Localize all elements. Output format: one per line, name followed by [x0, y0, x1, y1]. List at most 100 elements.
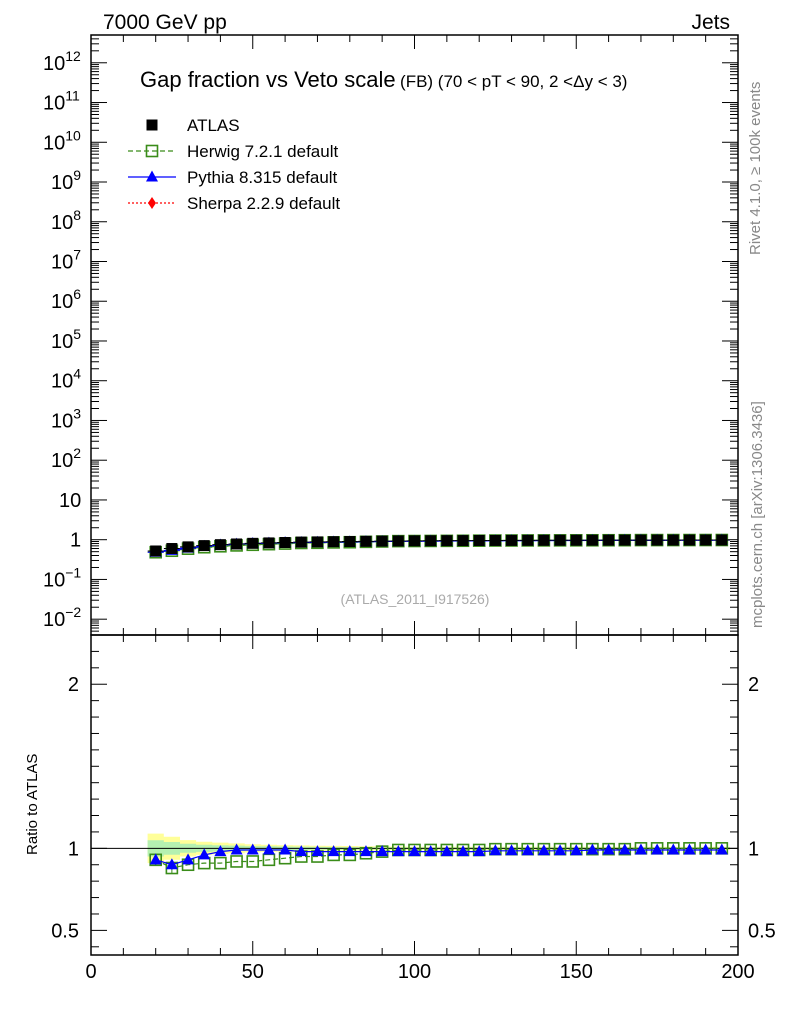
data-point-ratio	[408, 845, 421, 857]
legend-marker	[145, 144, 159, 158]
data-point-ratio	[473, 845, 486, 857]
data-point-top	[457, 535, 469, 547]
legend-entry: Pythia 8.315 default	[187, 168, 338, 187]
data-point-top	[328, 536, 340, 548]
data-point-ratio	[618, 843, 631, 855]
data-point-top	[311, 536, 323, 548]
chart-title: Gap fraction vs Veto scale (FB) (70 < pT…	[140, 67, 627, 92]
data-point-ratio	[602, 843, 615, 855]
data-point-ratio	[182, 853, 195, 865]
data-point-ratio	[246, 843, 259, 855]
data-point-top	[554, 534, 566, 546]
data-point-ratio	[230, 855, 243, 868]
data-point-top	[603, 534, 615, 546]
ratio-tick-label: 0.5	[51, 920, 79, 942]
rivet-label: Rivet 4.1.0, ≥ 100k events	[747, 82, 764, 255]
data-point-ratio	[554, 844, 567, 856]
data-point-ratio	[537, 844, 550, 856]
data-point-ratio	[715, 843, 728, 855]
data-point-ratio	[279, 843, 292, 855]
data-point-ratio	[586, 843, 599, 855]
data-point-ratio	[198, 848, 211, 860]
x-tick-label: 50	[242, 961, 264, 983]
data-point-top	[489, 534, 501, 546]
series-layer	[91, 533, 738, 875]
header-left: 7000 GeV pp	[103, 11, 227, 34]
legend-marker	[146, 119, 158, 131]
data-point-ratio	[457, 845, 470, 857]
data-point-ratio	[570, 844, 583, 856]
data-point-top	[473, 534, 485, 546]
y-tick-label: 103	[51, 405, 81, 432]
y-tick-label: 102	[51, 445, 81, 472]
data-point-top	[425, 535, 437, 547]
y-tick-label: 1011	[43, 88, 80, 115]
data-point-ratio	[424, 845, 437, 857]
data-point-top	[247, 537, 259, 549]
data-point-top	[214, 539, 226, 551]
y-tick-label: 10	[59, 490, 81, 512]
data-point-ratio	[262, 843, 275, 855]
data-point-ratio	[149, 853, 162, 865]
data-point-top	[522, 534, 534, 546]
data-point-ratio	[343, 845, 356, 857]
ratio-tick-label-right: 0.5	[748, 920, 776, 942]
data-point-top	[667, 534, 679, 546]
data-point-top	[231, 538, 243, 550]
data-point-top	[344, 536, 356, 548]
data-point-ratio	[505, 844, 518, 856]
data-point-top	[586, 534, 598, 546]
legend-marker	[148, 197, 156, 209]
y-tick-label: 105	[51, 326, 81, 353]
data-point-top	[651, 534, 663, 546]
data-point-ratio	[683, 843, 696, 855]
data-point-top	[150, 545, 162, 557]
y-tick-label: 10−2	[43, 604, 81, 631]
ratio-ylabel: Ratio to ATLAS	[24, 754, 41, 855]
data-point-top	[538, 534, 550, 546]
header-right: Jets	[691, 11, 730, 34]
data-point-top	[570, 534, 582, 546]
data-point-ratio	[440, 845, 453, 857]
data-point-ratio	[651, 843, 664, 855]
y-tick-label: 1012	[43, 48, 81, 75]
data-point-top	[506, 534, 518, 546]
y-tick-label: 1	[70, 530, 81, 552]
y-tick-label: 10−1	[43, 564, 81, 591]
data-point-ratio	[311, 845, 324, 857]
data-point-top	[392, 535, 404, 547]
data-point-top	[263, 537, 275, 549]
y-tick-label: 1010	[43, 127, 81, 154]
y-tick-label: 107	[51, 246, 81, 273]
y-tick-label: 108	[51, 207, 81, 234]
data-point-top	[716, 534, 728, 546]
data-point-ratio	[246, 855, 260, 868]
data-point-ratio	[165, 858, 178, 870]
data-point-ratio	[214, 856, 227, 870]
y-tick-label: 106	[51, 286, 81, 313]
mcplots-label: mcplots.cern.ch [arXiv:1306.3436]	[749, 401, 766, 628]
data-point-top	[279, 537, 291, 549]
legend: ATLAS Herwig 7.2.1 default Pythia 8.315 de…	[128, 116, 340, 213]
data-point-ratio	[295, 845, 308, 857]
data-point-top	[182, 541, 194, 553]
data-point-top	[295, 536, 307, 548]
legend-entry: ATLAS	[187, 116, 240, 135]
y-tick-label: 104	[51, 366, 81, 393]
x-tick-label: 0	[85, 961, 96, 983]
ratio-tick-label: 2	[68, 674, 79, 696]
data-point-ratio	[230, 843, 243, 855]
data-point-ratio	[359, 845, 372, 857]
data-point-ratio	[376, 845, 389, 857]
chart-title-suffix: (FB) (70 < pT < 90, 2 <Δy < 3)	[400, 72, 627, 91]
data-point-top	[166, 543, 178, 555]
data-point-ratio	[699, 843, 712, 855]
data-point-top	[619, 534, 631, 546]
data-point-ratio	[634, 843, 647, 855]
data-point-top	[635, 534, 647, 546]
ratio-tick-label-right: 2	[748, 674, 759, 696]
chart-title-main: Gap fraction vs Veto scale	[140, 67, 396, 92]
data-point-top	[409, 535, 420, 547]
x-tick-label: 100	[398, 961, 431, 983]
